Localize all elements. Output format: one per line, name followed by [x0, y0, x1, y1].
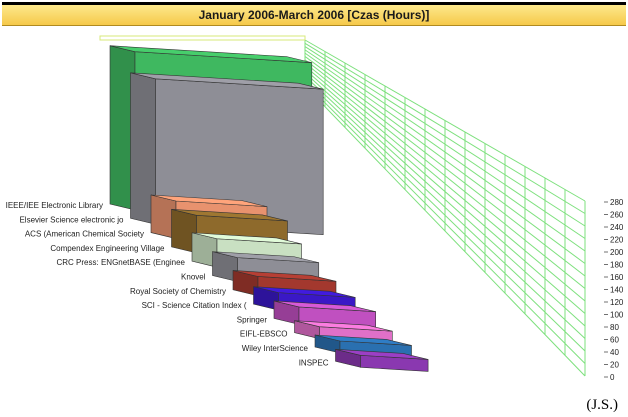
grid-line-horizontal	[304, 49, 586, 239]
category-label: Wiley InterScience	[242, 344, 309, 353]
grid-line-horizontal	[304, 82, 586, 364]
category-label: CRC Press: ENGnetBASE (Enginee	[57, 258, 186, 267]
grid-line-horizontal	[304, 69, 586, 314]
grid-line-horizontal	[304, 75, 586, 339]
category-label: INSPEC	[299, 358, 329, 367]
credit-text: (J.S.)	[586, 397, 618, 413]
category-label: SCI - Science Citation Index (	[142, 301, 247, 310]
grid-line-horizontal	[304, 59, 586, 277]
y-tick-label: 160	[610, 273, 624, 282]
y-tick-label: 0	[610, 373, 615, 382]
y-tick-label: 200	[610, 248, 624, 257]
back-wall-top	[99, 35, 306, 41]
category-label: Knovel	[181, 273, 206, 282]
y-tick-label: 180	[610, 261, 624, 270]
y-tick-label: 80	[610, 323, 619, 332]
y-axis-ticks: 0 20 40 60 80 100 120 140 160 180 200 220 240 260 280	[604, 198, 624, 382]
bar	[130, 72, 324, 235]
y-tick-label: 220	[610, 236, 624, 245]
y-tick-label: 100	[610, 311, 624, 320]
grid-line-horizontal	[304, 85, 586, 377]
y-tick-label: 20	[610, 361, 619, 370]
grid-line-horizontal	[304, 42, 586, 214]
y-tick-label: 60	[610, 336, 619, 345]
grid-line-horizontal	[304, 39, 586, 202]
y-tick-label: 240	[610, 223, 624, 232]
grid-line-horizontal	[304, 79, 586, 352]
category-label: EIFL-EBSCO	[240, 330, 288, 339]
category-label: ACS (American Chemical Society	[25, 230, 144, 239]
y-tick-label: 40	[610, 348, 619, 357]
category-label: IEEE/IEE Electronic Library	[6, 201, 103, 210]
bars	[109, 45, 429, 372]
y-tick-label: 140	[610, 286, 624, 295]
grid-line-horizontal	[304, 62, 586, 289]
chart-plot: IEEE/IEE Electronic Library Elsevier Scie…	[6, 35, 624, 382]
y-tick-label: 120	[610, 298, 624, 307]
y-tick-label: 280	[610, 198, 624, 207]
y-tick-label: 260	[610, 211, 624, 220]
grid-line-horizontal	[304, 46, 586, 227]
chart-title: January 2006-March 2006 [Czas (Hours)]	[2, 2, 626, 26]
grid	[99, 35, 586, 377]
category-labels: IEEE/IEE Electronic Library Elsevier Scie…	[6, 201, 329, 367]
grid-line-horizontal	[304, 72, 586, 327]
grid-line-horizontal	[304, 65, 586, 302]
category-label: Springer	[237, 315, 268, 324]
category-label: Royal Society of Chemistry	[130, 287, 226, 296]
bar	[335, 348, 429, 372]
category-label: Elsevier Science electronic jo	[19, 215, 124, 224]
category-label: Compendex Engineering Village	[50, 244, 165, 253]
grid-line-horizontal	[304, 56, 586, 264]
grid-line-horizontal	[304, 52, 586, 252]
